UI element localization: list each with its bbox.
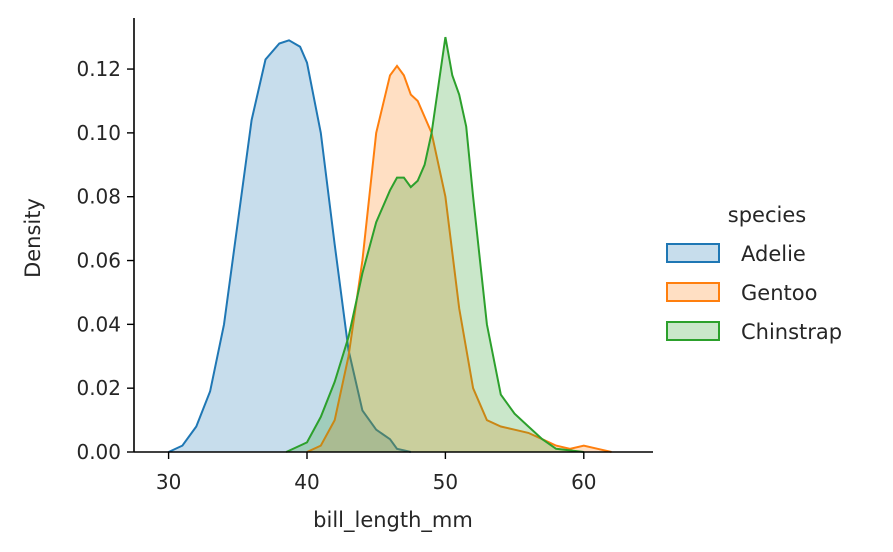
- y-tick-label: 0.10: [76, 121, 121, 145]
- x-tick-label: 40: [294, 470, 319, 494]
- legend-swatch-chinstrap: [666, 321, 720, 341]
- line-adelie: [168, 39, 412, 453]
- axes: [133, 18, 653, 453]
- legend-swatch-adelie: [666, 243, 720, 263]
- y-ticks: 0.00 0.02 0.04 0.06 0.08 0.10 0.12: [76, 57, 134, 464]
- legend-label-adelie: Adelie: [741, 242, 806, 266]
- x-ticks: 30 40 50 60: [156, 452, 597, 494]
- y-tick-label: 0.12: [76, 57, 121, 81]
- area-gentoo: [307, 65, 612, 453]
- area-chinstrap: [286, 37, 584, 452]
- line-gentoo: [306, 64, 612, 453]
- density-areas: [168, 36, 612, 453]
- x-tick-label: 50: [433, 470, 458, 494]
- y-axis-label: Density: [21, 198, 45, 278]
- x-tick-label: 60: [571, 470, 596, 494]
- x-axis-label: bill_length_mm: [313, 508, 473, 533]
- area-adelie: [168, 40, 411, 453]
- y-tick-label: 0.04: [76, 312, 121, 336]
- legend: species Adelie Gentoo Chinstrap: [666, 203, 842, 344]
- y-tick-label: 0.02: [76, 376, 121, 400]
- legend-label-chinstrap: Chinstrap: [741, 320, 842, 344]
- y-tick-label: 0.08: [76, 185, 121, 209]
- legend-label-gentoo: Gentoo: [741, 281, 817, 305]
- legend-title: species: [728, 203, 806, 227]
- y-tick-label: 0.06: [76, 249, 121, 273]
- legend-swatch-gentoo: [666, 282, 720, 302]
- y-tick-label: 0.00: [76, 440, 121, 464]
- line-chinstrap: [285, 36, 584, 453]
- x-tick-label: 30: [156, 470, 181, 494]
